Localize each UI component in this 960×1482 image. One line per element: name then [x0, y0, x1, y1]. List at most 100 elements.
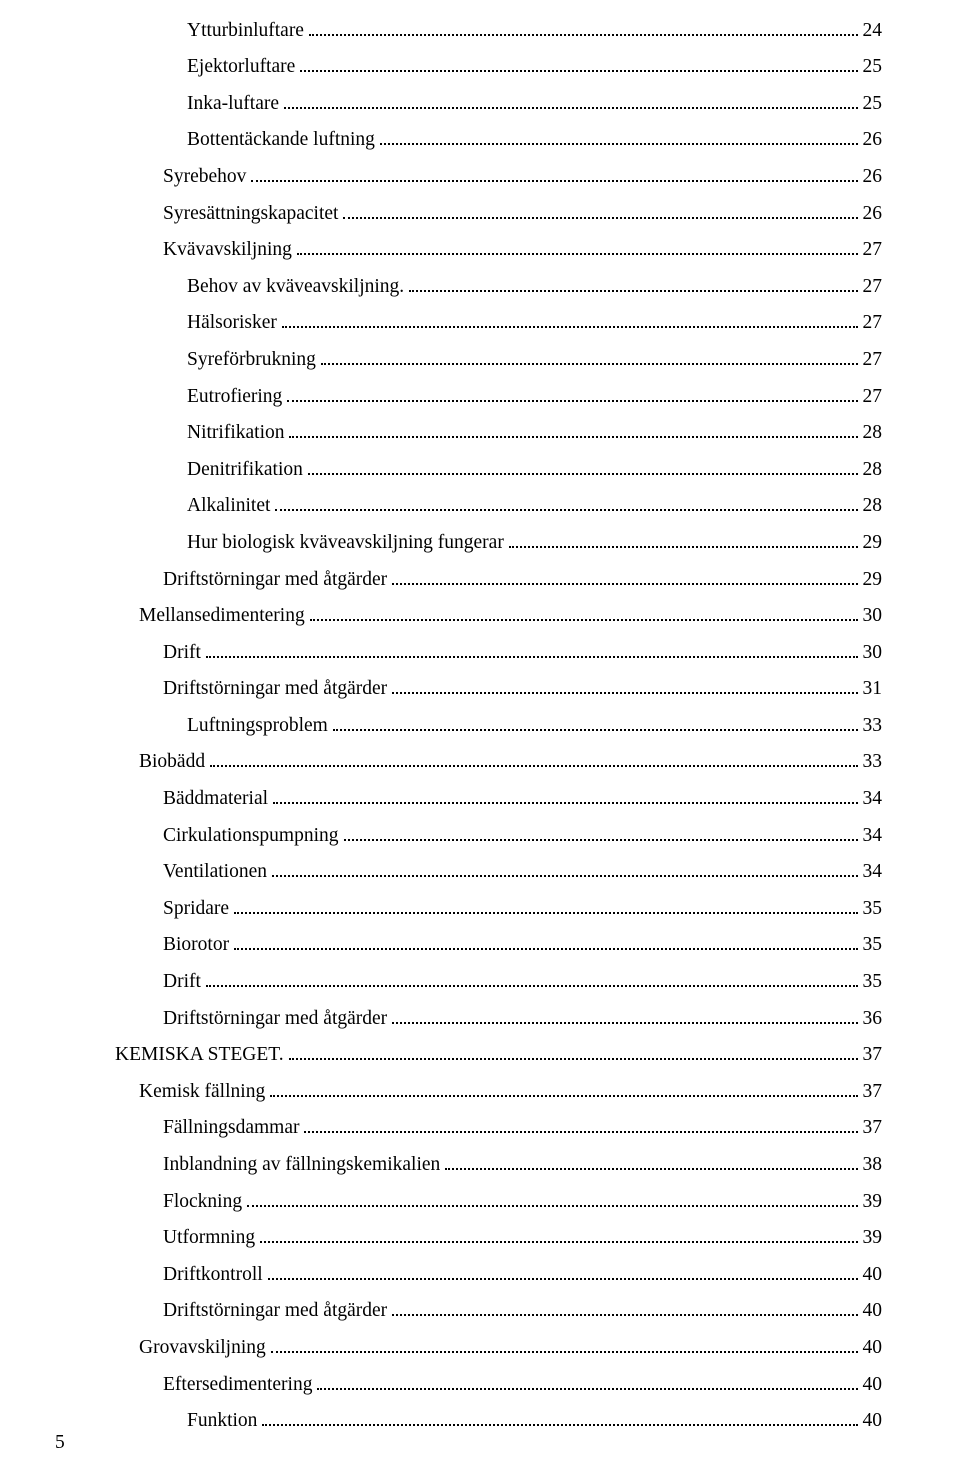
toc-entry-page: 25: [861, 94, 883, 114]
toc-entry-label: Bäddmaterial: [163, 789, 270, 809]
toc-leader-dots: [509, 530, 858, 548]
toc-entry: Cirkulationspumpning34: [115, 823, 882, 845]
toc-entry-label: Mellansedimentering: [139, 606, 307, 626]
toc-leader-dots: [310, 604, 858, 622]
toc-entry: Driftkontroll 40: [115, 1262, 882, 1284]
toc-entry-label: Bottentäckande luftning: [187, 130, 377, 150]
toc-entry-label: Fällningsdammar: [163, 1118, 301, 1138]
toc-leader-dots: [234, 933, 857, 951]
toc-entry-page: 31: [861, 679, 883, 699]
toc-leader-dots: [445, 1152, 857, 1170]
toc-entry-label: Nitrifikation: [187, 423, 286, 443]
toc-entry-label: Biorotor: [163, 935, 231, 955]
toc-leader-dots: [297, 238, 858, 256]
toc-entry-label: Driftkontroll: [163, 1265, 265, 1285]
toc-entry: Nitrifikation28: [115, 421, 882, 443]
toc-leader-dots: [304, 1116, 857, 1134]
toc-entry-page: 38: [861, 1155, 883, 1175]
toc-entry: Mellansedimentering30: [115, 604, 882, 626]
toc-entry: Kvävavskiljning 27: [115, 238, 882, 260]
toc-entry-page: 29: [861, 570, 883, 590]
toc-leader-dots: [262, 1409, 857, 1427]
toc-leader-dots: [309, 18, 858, 36]
toc-leader-dots: [251, 164, 857, 182]
toc-entry-page: 27: [861, 387, 883, 407]
toc-entry: Inka-luftare 25: [115, 91, 882, 113]
toc-leader-dots: [234, 896, 857, 914]
toc-entry: Eftersedimentering40: [115, 1372, 882, 1394]
toc-entry: Inblandning av fällningskemikalien 38: [115, 1152, 882, 1174]
toc-leader-dots: [317, 1372, 857, 1390]
toc-entry: Ejektorluftare25: [115, 55, 882, 77]
toc-entry: Driftstörningar med åtgärder 31: [115, 677, 882, 699]
toc-entry-page: 34: [861, 789, 883, 809]
toc-entry-label: Ejektorluftare: [187, 57, 297, 77]
toc-entry: Alkalinitet28: [115, 494, 882, 516]
toc-entry-label: Driftstörningar med åtgärder: [163, 1009, 389, 1029]
toc-leader-dots: [343, 201, 857, 219]
toc-leader-dots: [260, 1226, 857, 1244]
toc-entry-label: Driftstörningar med åtgärder: [163, 570, 389, 590]
toc-entry: Syreförbrukning27: [115, 347, 882, 369]
toc-entry-page: 27: [861, 313, 883, 333]
toc-entry-label: Alkalinitet: [187, 496, 272, 516]
toc-entry-label: Driftstörningar med åtgärder: [163, 679, 389, 699]
toc-entry-page: 33: [861, 716, 883, 736]
toc-entry-label: Inblandning av fällningskemikalien: [163, 1155, 442, 1175]
toc-entry-label: Ytturbinluftare: [187, 21, 306, 41]
toc-leader-dots: [247, 1189, 857, 1207]
toc-entry-page: 37: [861, 1082, 883, 1102]
toc-leader-dots: [210, 750, 857, 768]
toc-entry-page: 40: [861, 1265, 883, 1285]
toc-entry-label: Drift: [163, 972, 203, 992]
toc-leader-dots: [282, 311, 858, 329]
toc-entry: Spridare35: [115, 896, 882, 918]
toc-entry: Funktion40: [115, 1409, 882, 1431]
toc-leader-dots: [392, 1006, 857, 1024]
toc-entry: Ventilationen34: [115, 860, 882, 882]
toc-entry-page: 35: [861, 972, 883, 992]
toc-entry-label: Syresättningskapacitet: [163, 204, 340, 224]
toc-leader-dots: [284, 91, 857, 109]
toc-entry-page: 37: [861, 1045, 883, 1065]
toc-leader-dots: [344, 823, 858, 841]
toc-leader-dots: [392, 1299, 857, 1317]
toc-entry-page: 33: [861, 752, 883, 772]
toc-entry-page: 37: [861, 1118, 883, 1138]
toc-leader-dots: [270, 1079, 857, 1097]
toc-entry-page: 35: [861, 899, 883, 919]
toc-leader-dots: [392, 677, 857, 695]
toc-entry: Driftstörningar med åtgärder 29: [115, 567, 882, 589]
toc-leader-dots: [268, 1262, 858, 1280]
toc-entry-page: 26: [861, 130, 883, 150]
toc-entry: Ytturbinluftare24: [115, 18, 882, 40]
toc-entry-page: 27: [861, 240, 883, 260]
toc-entry-label: Cirkulationspumpning: [163, 826, 341, 846]
toc-entry-label: Inka-luftare: [187, 94, 281, 114]
toc-entry-label: Luftningsproblem: [187, 716, 330, 736]
toc-entry-page: 40: [861, 1301, 883, 1321]
table-of-contents: Ytturbinluftare24Ejektorluftare25Inka-lu…: [115, 18, 882, 1431]
toc-entry-label: Syreförbrukning: [187, 350, 318, 370]
toc-entry: Bottentäckande luftning 26: [115, 128, 882, 150]
toc-entry-page: 39: [861, 1192, 883, 1212]
toc-entry: Driftstörningar med åtgärder40: [115, 1299, 882, 1321]
toc-entry: Biorotor35: [115, 933, 882, 955]
toc-entry-label: Denitrifikation: [187, 460, 305, 480]
toc-entry: Drift 35: [115, 969, 882, 991]
toc-entry: Syresättningskapacitet 26: [115, 201, 882, 223]
toc-entry-label: Kvävavskiljning: [163, 240, 294, 260]
toc-entry-label: Flockning: [163, 1192, 244, 1212]
toc-leader-dots: [287, 384, 857, 402]
toc-entry: Hälsorisker27: [115, 311, 882, 333]
toc-entry-label: Eutrofiering: [187, 387, 284, 407]
toc-entry-page: 39: [861, 1228, 883, 1248]
toc-entry-page: 28: [861, 460, 883, 480]
toc-entry-page: 26: [861, 204, 883, 224]
toc-entry-page: 30: [861, 643, 883, 663]
toc-leader-dots: [321, 347, 858, 365]
toc-entry-page: 40: [861, 1411, 883, 1431]
toc-entry-page: 26: [861, 167, 883, 187]
toc-entry: Fällningsdammar 37: [115, 1116, 882, 1138]
toc-entry: Denitrifikation 28: [115, 457, 882, 479]
